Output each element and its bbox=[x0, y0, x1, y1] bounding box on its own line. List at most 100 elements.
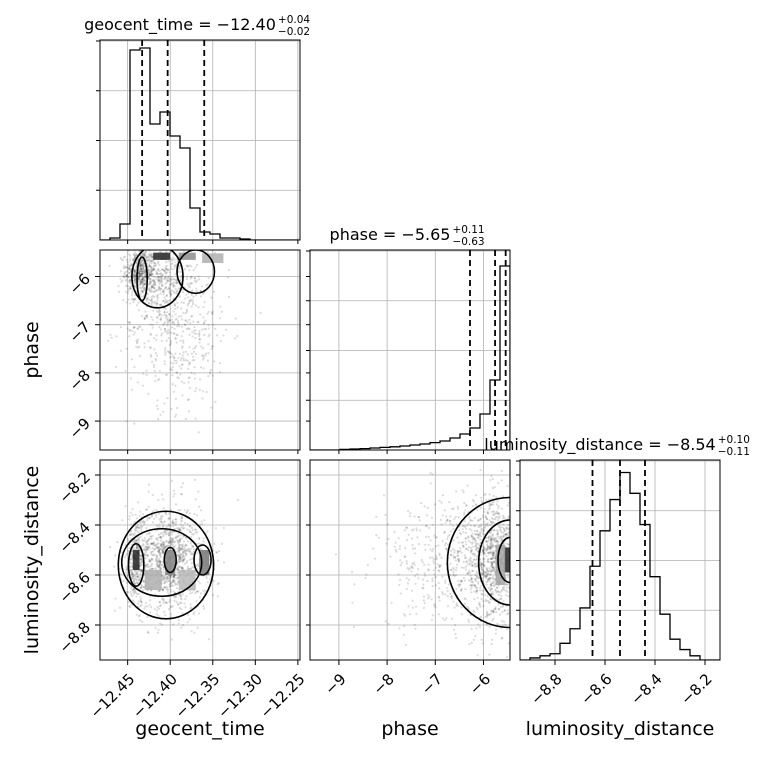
scatter-point bbox=[505, 533, 508, 536]
scatter-point bbox=[207, 310, 210, 313]
scatter-point bbox=[489, 589, 492, 592]
scatter-point bbox=[144, 283, 147, 286]
scatter-point bbox=[128, 279, 131, 282]
panel-title-phase: phase = −5.65 +0.11−0.63 bbox=[330, 224, 485, 248]
scatter-point bbox=[491, 552, 495, 555]
scatter-point bbox=[194, 528, 197, 531]
scatter-point bbox=[444, 542, 447, 545]
scatter-point bbox=[176, 376, 179, 379]
scatter-point bbox=[474, 635, 477, 638]
scatter-point bbox=[164, 353, 167, 356]
scatter-point bbox=[427, 569, 430, 572]
scatter-point bbox=[482, 552, 486, 555]
scatter-point bbox=[499, 535, 502, 538]
scatter-point bbox=[186, 613, 190, 617]
scatter-point bbox=[158, 561, 162, 564]
scatter-point bbox=[141, 538, 144, 541]
scatter-point bbox=[162, 269, 166, 272]
scatter-point bbox=[175, 333, 178, 337]
scatter-point bbox=[190, 315, 193, 318]
scatter-point bbox=[515, 526, 517, 528]
scatter-point bbox=[457, 559, 460, 562]
scatter-point bbox=[178, 295, 181, 298]
scatter-point bbox=[188, 361, 191, 364]
scatter-point bbox=[172, 539, 175, 542]
scatter-point bbox=[169, 291, 172, 294]
scatter-point bbox=[514, 561, 516, 563]
scatter-point bbox=[141, 278, 144, 281]
scatter-point bbox=[473, 584, 476, 587]
scatter-point bbox=[142, 585, 146, 589]
scatter-point bbox=[149, 354, 152, 357]
scatter-point bbox=[133, 254, 136, 257]
scatter-point bbox=[147, 392, 150, 395]
scatter-point bbox=[430, 516, 434, 520]
scatter-point bbox=[515, 577, 517, 579]
scatter-point bbox=[143, 272, 146, 275]
scatter-point bbox=[150, 542, 153, 545]
scatter-point bbox=[163, 330, 167, 333]
scatter-point bbox=[488, 653, 491, 656]
scatter-point bbox=[527, 567, 529, 569]
scatter-point bbox=[194, 592, 197, 595]
scatter-point bbox=[188, 301, 191, 304]
scatter-point bbox=[159, 250, 163, 253]
scatter-point bbox=[125, 554, 128, 557]
scatter-point bbox=[188, 333, 191, 336]
scatter-point bbox=[165, 546, 168, 549]
scatter-point bbox=[150, 542, 153, 545]
scatter-point bbox=[523, 558, 525, 560]
scatter-point bbox=[530, 582, 532, 584]
scatter-point bbox=[160, 279, 163, 282]
scatter-point bbox=[481, 563, 484, 566]
scatter-point bbox=[193, 325, 196, 329]
scatter-point bbox=[192, 545, 195, 548]
scatter-point bbox=[460, 566, 463, 569]
scatter-point bbox=[486, 575, 489, 578]
scatter-point bbox=[185, 265, 189, 268]
scatter-point bbox=[169, 524, 172, 528]
scatter-point bbox=[159, 237, 161, 239]
scatter-point bbox=[174, 523, 177, 526]
scatter-point bbox=[183, 527, 186, 530]
scatter-point bbox=[415, 527, 418, 530]
scatter-point bbox=[164, 373, 167, 376]
scatter-point bbox=[177, 549, 180, 552]
scatter-point bbox=[203, 519, 206, 522]
scatter-point bbox=[507, 612, 510, 615]
scatter-point bbox=[484, 593, 487, 597]
title-subscript: −0.63 bbox=[452, 236, 484, 248]
scatter-point bbox=[489, 588, 492, 591]
scatter-point bbox=[132, 272, 135, 275]
scatter-point bbox=[458, 585, 461, 588]
scatter-point bbox=[178, 558, 181, 561]
scatter-point bbox=[483, 520, 486, 523]
scatter-point bbox=[491, 562, 494, 566]
scatter-point bbox=[154, 529, 157, 532]
scatter-point bbox=[480, 527, 483, 530]
scatter-point bbox=[461, 525, 464, 528]
scatter-point bbox=[520, 564, 522, 566]
scatter-point bbox=[157, 276, 160, 279]
x-tick-label: −8 bbox=[369, 670, 397, 698]
scatter-point bbox=[158, 326, 161, 329]
scatter-point bbox=[194, 266, 197, 269]
scatter-point bbox=[446, 605, 449, 608]
scatter-point bbox=[166, 576, 169, 579]
scatter-point bbox=[488, 506, 491, 509]
scatter-point bbox=[513, 538, 515, 540]
scatter-point bbox=[193, 277, 196, 280]
scatter-point bbox=[511, 614, 513, 616]
scatter-point bbox=[166, 288, 169, 291]
scatter-point bbox=[137, 602, 140, 605]
scatter-point bbox=[171, 315, 174, 318]
scatter-point bbox=[163, 547, 166, 550]
scatter-point bbox=[471, 581, 474, 584]
scatter-point bbox=[526, 557, 528, 559]
scatter-point bbox=[155, 334, 158, 337]
scatter-point bbox=[192, 350, 195, 353]
scatter-point bbox=[136, 581, 139, 585]
scatter-point bbox=[475, 627, 478, 630]
scatter-point bbox=[505, 586, 508, 589]
scatter-point bbox=[148, 603, 151, 607]
